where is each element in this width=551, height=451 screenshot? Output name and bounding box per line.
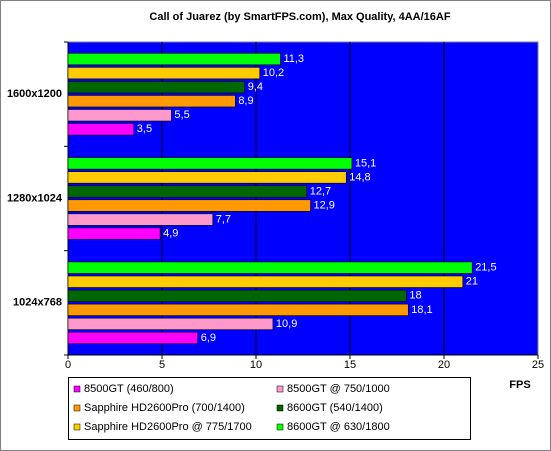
value-label: 18 [409, 290, 421, 302]
bar [67, 199, 311, 212]
legend-label: Sapphire HD2600Pro (700/1400) [84, 402, 245, 414]
y-tick-label: 1280x1024 [7, 192, 63, 204]
bar [67, 317, 274, 330]
bar [67, 185, 308, 198]
value-label: 8,9 [238, 95, 253, 107]
legend-label: 8600GT (540/1400) [287, 402, 383, 414]
x-tick-label: 5 [159, 359, 165, 371]
legend-swatch [276, 385, 284, 393]
value-label: 21,5 [475, 262, 496, 274]
x-tick-label: 10 [250, 359, 262, 371]
legend-swatch [276, 404, 284, 412]
legend-label: Sapphire HD2600Pro @ 775/1700 [84, 421, 252, 433]
bar [67, 289, 407, 302]
y-tick-label: 1024x768 [13, 297, 62, 309]
bar [67, 303, 409, 316]
bar [67, 109, 172, 122]
x-axis-label: FPS [509, 379, 530, 391]
x-tick-label: 25 [532, 359, 544, 371]
bar [67, 67, 261, 80]
value-label: 15,1 [355, 157, 376, 169]
legend-box [68, 377, 471, 440]
legend-swatch [73, 385, 81, 393]
value-label: 6,9 [201, 332, 216, 344]
bar [67, 213, 214, 226]
value-label: 12,9 [314, 199, 335, 211]
value-label: 21 [466, 276, 478, 288]
chart-title: Call of Juarez (by SmartFPS.com), Max Qu… [149, 11, 450, 23]
bar [67, 227, 161, 240]
value-label: 4,9 [163, 228, 178, 240]
legend-swatch [73, 404, 81, 412]
legend-swatch [73, 423, 81, 431]
bar [67, 157, 353, 170]
value-label: 5,5 [174, 109, 189, 121]
value-label: 12,7 [310, 185, 331, 197]
value-label: 14,8 [349, 171, 370, 183]
bar [67, 261, 473, 274]
value-label: 11,3 [283, 53, 304, 65]
value-label: 9,4 [248, 81, 263, 93]
legend-label: 8500GT (460/800) [84, 383, 174, 395]
bar [67, 171, 347, 184]
x-tick-label: 0 [65, 359, 71, 371]
legend-swatch [276, 423, 284, 431]
value-label: 7,7 [216, 213, 231, 225]
bar [67, 275, 464, 288]
legend-label: 8500GT @ 750/1000 [287, 383, 390, 395]
bar [67, 331, 199, 345]
value-label: 18,1 [411, 304, 432, 316]
value-label: 10,9 [276, 318, 297, 330]
value-label: 3,5 [137, 123, 152, 135]
bar [67, 52, 281, 66]
legend-label: 8600GT @ 630/1800 [287, 421, 390, 433]
value-label: 10,2 [263, 67, 284, 79]
bar [67, 123, 135, 136]
plot-area [67, 41, 539, 356]
bar [67, 81, 246, 94]
bar [67, 95, 236, 108]
x-tick-label: 15 [344, 359, 356, 371]
y-tick-label: 1600x1200 [7, 88, 62, 100]
x-tick-label: 20 [438, 359, 450, 371]
